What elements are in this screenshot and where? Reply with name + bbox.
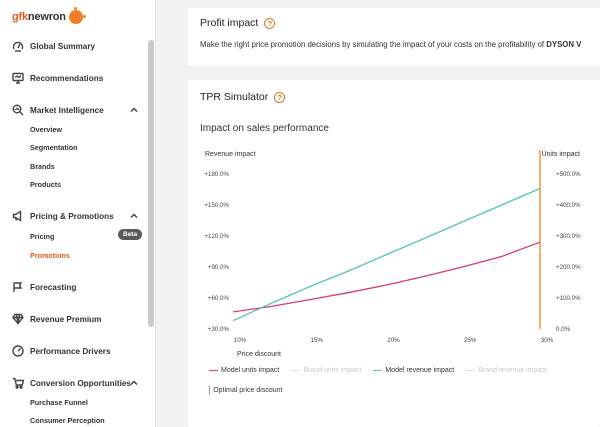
- y-left-tick-label: +150.0%: [204, 202, 229, 209]
- diamond-icon: [11, 313, 24, 326]
- sub-purchase-funnel[interactable]: Purchase Funnel: [30, 398, 88, 407]
- y-right-tick-label: +100.0%: [556, 295, 581, 302]
- legend-label: Brand units impact: [303, 367, 362, 374]
- cart-icon: [11, 377, 24, 390]
- nav-market-intelligence[interactable]: Market Intelligence: [11, 102, 143, 118]
- sub-promotions[interactable]: Promotions: [30, 251, 70, 260]
- description-text: Make the right price promotion decisions…: [200, 40, 547, 49]
- sub-overview[interactable]: Overview: [30, 125, 62, 134]
- y-left-axis-title: Revenue impact: [205, 151, 256, 158]
- help-icon[interactable]: ?: [264, 17, 276, 29]
- product-name: DYSON V: [546, 40, 582, 49]
- tpr-simulator-header: TPR Simulator ?: [200, 91, 286, 103]
- profit-impact-card: Profit impact ? Make the right price pro…: [188, 8, 600, 66]
- monitor-icon: [11, 72, 24, 85]
- legend-label: Brand revenue impact: [478, 367, 547, 374]
- revenue-impact-line: [232, 187, 541, 322]
- nav-label: Conversion Opportunities: [30, 378, 131, 388]
- legend-item[interactable]: Brand units impact: [291, 367, 361, 374]
- sub-products[interactable]: Products: [30, 180, 62, 189]
- y-right-tick-label: +300.0%: [556, 233, 581, 240]
- optimal-discount-legend: Optimal price discount: [209, 386, 282, 395]
- impact-chart: Revenue impact Units impact Price discount…: [204, 150, 581, 358]
- gfk-newron-logo[interactable]: gfknewron: [12, 7, 86, 27]
- chart-subtitle: Impact on sales performance: [200, 123, 329, 134]
- y-right-axis-title: Units impact: [541, 151, 580, 158]
- chevron-up-icon[interactable]: [129, 378, 139, 388]
- nav-forecasting[interactable]: Forecasting: [11, 279, 143, 295]
- y-left-tick-label: +90.0%: [208, 264, 230, 271]
- y-right-tick-label: +500.0%: [556, 171, 581, 178]
- legend-swatch: [209, 369, 218, 372]
- y-right-tick-label: +200.0%: [556, 264, 581, 271]
- profit-impact-header: Profit impact ?: [200, 17, 276, 29]
- nav-label: Market Intelligence: [30, 105, 104, 115]
- beta-badge: Beta: [118, 229, 143, 240]
- magnifier-icon: [11, 104, 24, 117]
- chart-legend: Model units impact Brand units impact Mode…: [209, 367, 559, 374]
- nav-revenue-premium[interactable]: Revenue Premium: [11, 311, 143, 327]
- megaphone-icon: [11, 210, 24, 223]
- y-left-tick-label: +60.0%: [208, 295, 230, 302]
- nav-pricing-promotions[interactable]: Pricing & Promotions: [11, 208, 143, 224]
- optimal-marker-swatch: [209, 386, 211, 395]
- chevron-up-icon[interactable]: [129, 211, 139, 221]
- nav-conversion-opportunities[interactable]: Conversion Opportunities: [11, 375, 143, 391]
- sub-segmentation[interactable]: Segmentation: [30, 143, 78, 152]
- x-tick-label: 20%: [387, 337, 400, 344]
- profit-impact-title: Profit impact: [200, 17, 259, 29]
- nav-recommendations[interactable]: Recommendations: [11, 70, 143, 86]
- nav-label: Pricing & Promotions: [30, 211, 114, 221]
- gauge-icon: [11, 40, 24, 53]
- x-tick-label: 10%: [234, 337, 247, 344]
- x-tick-label: 25%: [464, 337, 477, 344]
- legend-item[interactable]: Brand revenue impact: [466, 367, 547, 374]
- nav-global-summary[interactable]: Global Summary: [11, 38, 143, 54]
- brand-name: newron: [27, 11, 66, 23]
- nav-label: Performance Drivers: [30, 346, 111, 356]
- nav-performance-drivers[interactable]: Performance Drivers: [11, 343, 143, 359]
- units-impact-line: [232, 241, 541, 313]
- legend-label: Model units impact: [221, 367, 280, 374]
- y-left-tick-label: +180.0%: [204, 171, 229, 178]
- tpr-simulator-title: TPR Simulator: [200, 91, 269, 103]
- nav-label: Forecasting: [30, 282, 77, 292]
- legend-swatch: [373, 369, 383, 372]
- x-tick-label: 15%: [311, 337, 324, 344]
- sub-pricing[interactable]: Pricing: [30, 232, 55, 241]
- legend-swatch: [291, 369, 301, 372]
- legend-item[interactable]: Model units impact: [209, 367, 279, 374]
- sidebar-scrollbar[interactable]: [148, 40, 154, 327]
- help-icon[interactable]: ?: [274, 91, 286, 103]
- legend-item[interactable]: Model revenue impact: [373, 367, 454, 374]
- y-left-tick-label: +120.0%: [204, 233, 229, 240]
- sidebar: gfknewron Global Summary Recommendations…: [0, 0, 156, 427]
- tpr-simulator-card: TPR Simulator ? Impact on sales performa…: [188, 80, 600, 427]
- logo-icon: [68, 7, 86, 24]
- nav-label: Global Summary: [30, 41, 96, 51]
- nav-label: Recommendations: [30, 73, 104, 83]
- sub-brands[interactable]: Brands: [30, 162, 55, 171]
- y-right-tick-label: 0.0%: [556, 326, 571, 333]
- profit-impact-description: Make the right price promotion decisions…: [200, 40, 581, 49]
- optimal-discount-label: Optimal price discount: [213, 387, 283, 394]
- legend-label: Model revenue impact: [385, 367, 455, 374]
- sub-consumer-perception[interactable]: Consumer Perception: [30, 416, 105, 425]
- x-tick-label: 30%: [541, 337, 554, 344]
- speedometer-icon: [11, 345, 24, 358]
- x-axis-title: Price discount: [237, 351, 281, 358]
- y-right-tick-label: +400.0%: [556, 202, 581, 209]
- flag-icon: [11, 281, 24, 294]
- nav-label: Revenue Premium: [30, 314, 102, 324]
- chevron-up-icon[interactable]: [129, 105, 139, 115]
- brand-prefix: gfk: [12, 11, 28, 23]
- y-left-tick-label: +30.0%: [208, 326, 230, 333]
- legend-swatch: [466, 369, 476, 372]
